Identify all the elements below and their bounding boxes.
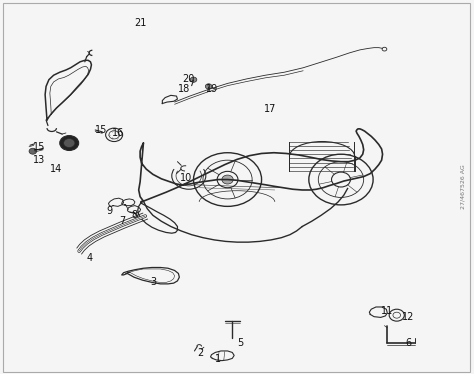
Text: 11: 11 [381,306,393,316]
Text: 14: 14 [50,164,63,174]
Text: 12: 12 [402,312,414,322]
Text: 5: 5 [237,338,244,348]
Circle shape [64,138,75,147]
Text: 10: 10 [180,173,192,183]
Text: 18: 18 [178,85,190,94]
Text: 15: 15 [95,125,107,135]
Circle shape [205,84,212,89]
Text: 13: 13 [33,155,46,165]
Text: 19: 19 [206,85,219,94]
Circle shape [190,77,197,82]
Text: 20: 20 [182,74,195,84]
Text: 15: 15 [33,142,46,152]
Circle shape [222,175,233,184]
Text: 3: 3 [150,277,156,287]
Text: 6: 6 [405,338,411,348]
Text: 2: 2 [197,348,203,358]
Text: 16: 16 [112,128,124,138]
Text: 1: 1 [215,354,221,364]
Circle shape [29,148,36,154]
Text: 17: 17 [264,104,276,114]
Text: 27/467526 AG: 27/467526 AG [460,165,465,209]
Text: 4: 4 [86,253,92,263]
Text: 8: 8 [131,210,137,220]
Text: 21: 21 [134,18,146,28]
Text: 7: 7 [119,216,126,226]
Circle shape [60,136,79,150]
Text: 9: 9 [106,206,112,216]
